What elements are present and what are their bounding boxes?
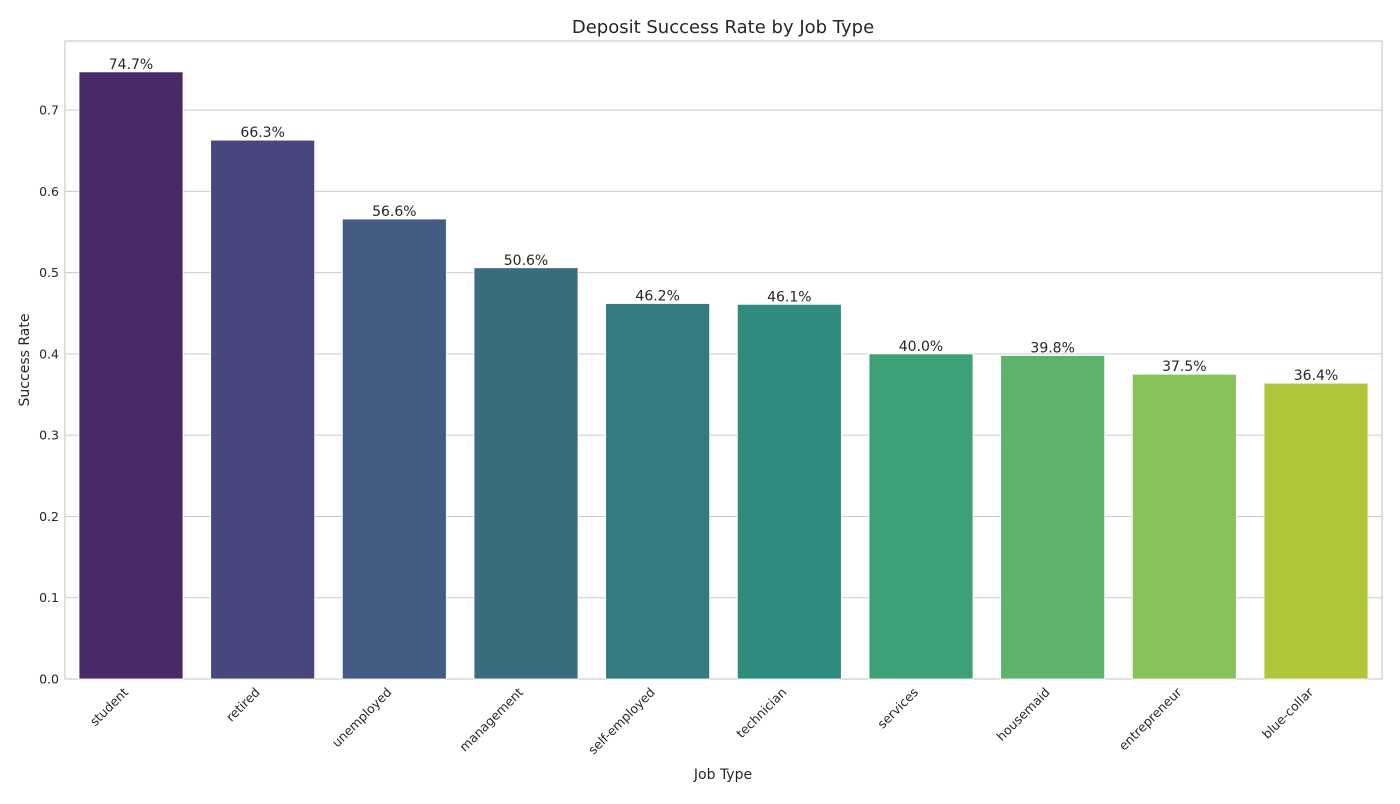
- data-label-entrepreneur: 37.5%: [1162, 359, 1206, 375]
- y-tick-label: 0.0: [39, 672, 59, 687]
- x-axis-label: Job Type: [693, 767, 752, 783]
- x-tick-label-services: services: [874, 685, 921, 732]
- bar-services: [868, 353, 974, 680]
- y-tick-label: 0.3: [39, 428, 59, 443]
- y-tick-label: 0.2: [39, 509, 59, 524]
- bar-unemployed: [341, 218, 447, 680]
- plot-frame: [64, 40, 1383, 680]
- bar-student: [78, 71, 184, 680]
- x-tick-label-technician: technician: [733, 685, 789, 741]
- x-tick-label-blue-collar: blue-collar: [1259, 684, 1317, 742]
- y-tick-label: 0.6: [39, 184, 59, 199]
- bar-housemaid: [1000, 355, 1106, 680]
- bar-blue-collar: [1263, 382, 1369, 680]
- data-labels-layer: 74.7% 66.3% 56.6% 50.6% 46.2% 46.1% 40.0% 39.8%…: [109, 57, 1338, 384]
- x-tick-label-management: management: [456, 684, 526, 754]
- x-tick-label-student: student: [87, 684, 131, 728]
- bar-technician: [736, 303, 842, 680]
- y-tick-label: 0.4: [39, 346, 59, 361]
- y-tick-label: 0.7: [39, 103, 59, 118]
- x-tick-label-retired: retired: [223, 685, 263, 725]
- x-tick-label-unemployed: unemployed: [329, 685, 395, 751]
- bar-retired: [210, 139, 316, 680]
- x-tick-label-entrepreneur: entrepreneur: [1116, 684, 1185, 753]
- data-label-self-employed: 46.2%: [635, 289, 679, 305]
- chart-title: Deposit Success Rate by Job Type: [572, 17, 874, 38]
- y-tick-label: 0.5: [39, 265, 59, 280]
- data-label-services: 40.0%: [899, 339, 943, 355]
- data-label-housemaid: 39.8%: [1030, 341, 1074, 357]
- data-label-retired: 66.3%: [240, 125, 284, 141]
- bars-layer: [78, 71, 1369, 680]
- bar-self-employed: [605, 303, 711, 680]
- y-axis-ticks: 0.0 0.1 0.2 0.3 0.4 0.5 0.6 0.7: [39, 103, 59, 687]
- y-tick-label: 0.1: [39, 590, 59, 605]
- bar-entrepreneur: [1131, 373, 1237, 680]
- x-tick-label-self-employed: self-employed: [585, 685, 658, 758]
- data-label-technician: 46.1%: [767, 289, 811, 305]
- data-label-management: 50.6%: [504, 253, 548, 269]
- x-tick-label-housemaid: housemaid: [993, 685, 1052, 744]
- y-axis-label: Success Rate: [17, 314, 33, 407]
- bar-management: [473, 267, 579, 680]
- x-axis-ticks: student retired unemployed management self-e…: [87, 684, 1317, 757]
- data-label-blue-collar: 36.4%: [1294, 368, 1338, 384]
- data-label-unemployed: 56.6%: [372, 204, 416, 220]
- data-label-student: 74.7%: [109, 57, 153, 73]
